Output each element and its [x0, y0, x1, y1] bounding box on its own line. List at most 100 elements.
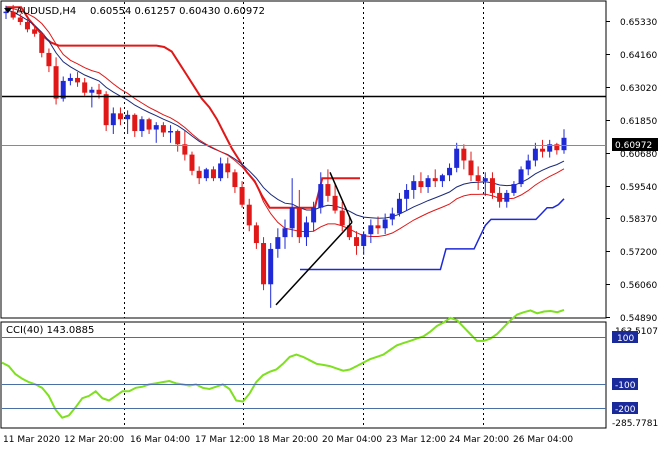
trend-line-branch: [329, 171, 353, 223]
candle-body: [10, 11, 16, 18]
candle-body: [554, 144, 560, 151]
cci-level-minus200-tag: [612, 402, 638, 414]
candle-body: [525, 160, 531, 170]
candle-body: [39, 33, 45, 53]
candle-body: [146, 119, 152, 130]
candle-body: [160, 125, 166, 133]
candle-body: [139, 119, 145, 132]
candle-body: [89, 89, 95, 93]
cci-levels: [2, 337, 606, 409]
time-tick: 18 Mar 20:00: [258, 435, 318, 445]
cci-label: CCI(40) 143.0885: [6, 325, 94, 336]
candle-body: [60, 80, 66, 99]
symbol-label[interactable]: AUDUSD,H4: [16, 6, 76, 17]
time-tick: 20 Mar 04:00: [322, 435, 382, 445]
current-price-tag: [612, 138, 658, 151]
cci-level-100-tag: [612, 331, 638, 343]
candle-body: [354, 237, 360, 246]
candle-body: [532, 148, 538, 161]
candle-body: [561, 137, 567, 151]
main-panel[interactable]: [0, 0, 607, 319]
candle-body: [17, 17, 23, 22]
symbol-dropdown-icon[interactable]: [4, 8, 12, 13]
candle-body: [218, 163, 224, 179]
candle-body: [110, 113, 116, 126]
candle-body: [439, 175, 445, 182]
candle-body: [289, 207, 295, 229]
candle-body: [375, 225, 381, 229]
candle-body: [53, 66, 59, 99]
candle-body: [511, 184, 517, 193]
candle-body: [75, 77, 81, 83]
candle-body: [268, 248, 274, 285]
time-tick: 17 Mar 12:00: [195, 435, 255, 445]
candle-body: [82, 82, 88, 93]
candle-body: [425, 178, 431, 188]
candle-body: [296, 207, 302, 238]
candle-body: [382, 219, 388, 229]
price-tick: 0.56060: [620, 281, 657, 291]
time-tick: 11 Mar 2020: [3, 435, 60, 445]
time-tick: 23 Mar 12:00: [386, 435, 446, 445]
candle-body: [175, 131, 181, 145]
cci-scale-bottom: -285.7781: [612, 419, 658, 429]
candle-body: [261, 243, 267, 285]
cci-level-minus100-tag: [612, 378, 638, 390]
candle-body: [225, 163, 231, 173]
ma-fast-line: [5, 9, 565, 219]
price-tick: 0.64160: [620, 51, 657, 61]
time-tick: 24 Mar 20:00: [449, 435, 509, 445]
cci-level-100: 100: [617, 334, 634, 344]
price-tick: 0.54890: [620, 314, 657, 324]
price-tick: 0.61850: [620, 117, 657, 127]
candle-body: [361, 234, 367, 246]
candle-body: [389, 213, 395, 220]
candle-body: [311, 207, 317, 223]
candle-body: [210, 169, 216, 179]
candle-body: [232, 172, 238, 188]
candle-body: [432, 178, 438, 182]
candle-body: [368, 225, 374, 235]
price-tick: 0.58370: [620, 215, 657, 225]
candle-body: [32, 29, 38, 34]
main-series-layer: [3, 4, 567, 308]
candle-body: [203, 169, 209, 179]
candle-body: [540, 148, 546, 152]
time-tick: 26 Mar 04:00: [513, 435, 573, 445]
candle-body: [3, 11, 9, 14]
candle-body: [253, 225, 259, 244]
candle-body: [489, 178, 495, 193]
candle-body: [411, 181, 417, 190]
time-tick: 12 Mar 20:00: [64, 435, 124, 445]
candle-body: [275, 237, 281, 249]
price-tick: 0.63020: [620, 84, 657, 94]
candle-body: [125, 114, 131, 120]
candle-body: [461, 148, 467, 161]
candle-body: [346, 225, 352, 238]
candle-body: [497, 192, 503, 202]
candle-body: [475, 175, 481, 182]
candle-body: [447, 167, 453, 176]
price-tick: 0.60680: [620, 150, 657, 160]
candle-body: [46, 52, 52, 67]
price-tick: 0.65330: [620, 18, 657, 28]
candle-body: [196, 170, 202, 179]
candle-body: [246, 204, 252, 226]
candle-body: [303, 222, 309, 238]
candle-body: [518, 169, 524, 185]
candle-body: [418, 181, 424, 188]
ohlc-label: 0.60554 0.61257 0.60430 0.60972: [90, 6, 265, 17]
candle-body: [153, 125, 159, 130]
cci-level-minus100: -100: [615, 381, 636, 391]
candle-body: [318, 184, 324, 208]
candle-body: [96, 89, 102, 95]
time-axis: 11 Mar 2020 12 Mar 20:00 16 Mar 04:00 17…: [3, 435, 573, 445]
candle-body: [103, 94, 109, 126]
candle-body: [67, 77, 73, 81]
cci-panel[interactable]: [0, 321, 607, 429]
price-tick: 0.59540: [620, 183, 657, 193]
candle-body: [182, 144, 188, 155]
price-scale: 0.65330 0.64160 0.63020 0.61850 0.60680 …: [606, 18, 657, 324]
cci-series-layer: [1, 308, 565, 419]
